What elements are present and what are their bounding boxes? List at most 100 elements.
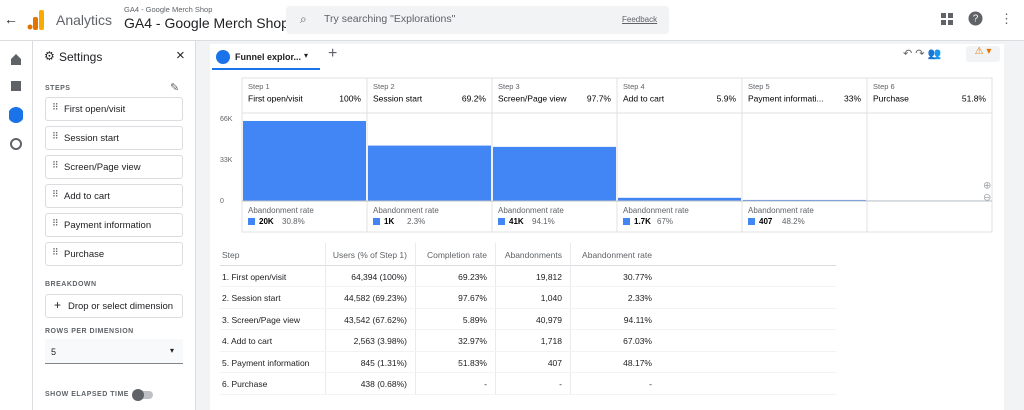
table-cell: 5.89% bbox=[462, 314, 487, 325]
rows-label: ROWS PER DIMENSION bbox=[45, 328, 134, 335]
step-number: Step 2 bbox=[373, 82, 395, 91]
table-cell: 4. Add to cart bbox=[222, 336, 273, 346]
dimension-dropzone[interactable]: Drop or select dimension bbox=[45, 294, 183, 318]
row-rule bbox=[220, 286, 836, 287]
funnel-chart: 0 33K 66K Step 1 First open/visit 100% Step 2 S… bbox=[220, 77, 993, 233]
column-header[interactable]: Abandonments bbox=[504, 250, 562, 260]
drag-handle: ⠿ bbox=[52, 102, 59, 112]
elapsed-toggle[interactable] bbox=[131, 388, 155, 402]
table-cell: 2.33% bbox=[627, 293, 652, 303]
abandonment-count: 407 bbox=[759, 217, 773, 226]
abandonment-rate: 30.8% bbox=[282, 217, 305, 226]
feedback-link[interactable]: Feedback bbox=[622, 15, 658, 24]
bar bbox=[368, 145, 491, 201]
settings-icon: ⚙ bbox=[44, 49, 55, 63]
back-button[interactable]: ← bbox=[4, 11, 18, 27]
abandonment-count: 41K bbox=[509, 217, 524, 226]
row-rule bbox=[220, 393, 836, 395]
add-tab[interactable]: + bbox=[328, 45, 338, 62]
table-rule bbox=[220, 264, 836, 266]
step-item[interactable]: First open/visit bbox=[45, 97, 183, 121]
step-name: Payment informati... bbox=[748, 93, 824, 103]
row-rule bbox=[220, 350, 836, 352]
toolbar-icons[interactable]: ↶ ↷ 👥 bbox=[903, 48, 942, 60]
abandonment-label: Abandonment rate bbox=[748, 206, 814, 215]
more-icon[interactable]: ⋮ bbox=[1000, 11, 1013, 26]
analytics-logo bbox=[27, 10, 44, 30]
step-name: Purchase bbox=[873, 93, 909, 103]
zoom-controls: ⊖ bbox=[983, 193, 991, 204]
app-name: Analytics bbox=[56, 12, 113, 28]
step-name: Screen/Page view bbox=[498, 93, 567, 103]
table-cell: 97.67% bbox=[458, 293, 487, 303]
abandonment-swatch bbox=[248, 218, 255, 225]
table-cell: 6. Purchase bbox=[222, 379, 268, 389]
table-cell: 1. First open/visit bbox=[222, 271, 287, 282]
column-header[interactable]: Completion rate bbox=[426, 250, 487, 260]
table-cell: 69.23% bbox=[458, 271, 487, 282]
step-item[interactable]: Session start bbox=[45, 126, 183, 150]
abandonment-swatch bbox=[748, 218, 755, 225]
table-cell: 40,979 bbox=[536, 314, 562, 325]
close-button[interactable]: × bbox=[176, 47, 185, 64]
apps-icon[interactable] bbox=[941, 13, 953, 25]
edit-steps[interactable]: ✎ bbox=[170, 82, 180, 94]
bar bbox=[493, 146, 616, 201]
column-rule bbox=[325, 243, 326, 395]
step-rate: 33% bbox=[844, 93, 861, 103]
column-rule bbox=[415, 243, 416, 395]
column-header[interactable]: Step bbox=[222, 250, 240, 260]
step-number: Step 5 bbox=[748, 82, 770, 91]
abandonment-swatch bbox=[498, 218, 505, 225]
table-cell: 30.77% bbox=[623, 271, 652, 282]
rows-select[interactable] bbox=[45, 339, 183, 364]
abandonment-rate: 94.1% bbox=[532, 217, 555, 226]
help-icon[interactable]: ? bbox=[968, 11, 983, 26]
breakdown-label: BREAKDOWN bbox=[45, 281, 97, 288]
table-cell: 1,718 bbox=[540, 336, 562, 346]
search-box[interactable] bbox=[286, 6, 669, 34]
warning-button[interactable]: ⚠ ▾ bbox=[966, 46, 1000, 62]
drag-handle: ⠿ bbox=[52, 160, 59, 170]
step-item[interactable]: Screen/Page view bbox=[45, 155, 183, 179]
abandonment-count: 1.7K bbox=[634, 217, 651, 226]
table-cell: 2. Session start bbox=[222, 293, 281, 303]
rows-value: 5 bbox=[51, 347, 57, 357]
bar bbox=[243, 120, 366, 201]
step-item[interactable]: Purchase bbox=[45, 242, 183, 266]
abandonment-count: 1K bbox=[384, 217, 394, 226]
step-rate: 5.9% bbox=[717, 93, 737, 103]
drag-handle: ⠿ bbox=[52, 189, 59, 199]
step-item[interactable]: Payment information bbox=[45, 213, 183, 237]
tab[interactable] bbox=[212, 46, 320, 70]
table-cell: 438 (0.68%) bbox=[360, 379, 407, 389]
step-rate: 69.2% bbox=[462, 93, 487, 103]
tab-menu[interactable]: ▾ bbox=[304, 51, 309, 60]
column-header[interactable]: Users (% of Step 1) bbox=[332, 250, 407, 260]
step-name: Session start bbox=[373, 93, 423, 103]
column-rule bbox=[495, 243, 496, 395]
bar bbox=[743, 199, 866, 201]
step-name: Add to cart bbox=[623, 93, 665, 103]
table-cell: 48.17% bbox=[623, 357, 652, 368]
property-name[interactable]: GA4 - Google Merch Shop bbox=[124, 15, 289, 31]
nav-icons[interactable] bbox=[9, 52, 23, 162]
table-cell: 67.03% bbox=[623, 336, 652, 346]
table-cell: 64,394 (100%) bbox=[351, 271, 407, 282]
drag-handle: ⠿ bbox=[52, 218, 59, 228]
step-item[interactable]: Add to cart bbox=[45, 184, 183, 208]
column-header[interactable]: Abandonment rate bbox=[582, 250, 652, 260]
account-name: GA4 - Google Merch Shop bbox=[124, 5, 213, 14]
table-cell: 51.83% bbox=[458, 357, 487, 368]
step-number: Step 3 bbox=[498, 82, 520, 91]
steps-label: STEPS bbox=[45, 85, 71, 92]
drag-handle: ⠿ bbox=[52, 131, 59, 141]
elapsed-label: SHOW ELAPSED TIME bbox=[45, 391, 129, 398]
abandonment-count: 20K bbox=[259, 217, 274, 226]
dropdown-arrow: ▾ bbox=[170, 346, 175, 355]
table-cell: - bbox=[649, 379, 652, 389]
y-tick-label: 33K bbox=[220, 157, 233, 164]
step-number: Step 6 bbox=[873, 82, 895, 91]
y-tick-label: 66K bbox=[220, 116, 233, 123]
